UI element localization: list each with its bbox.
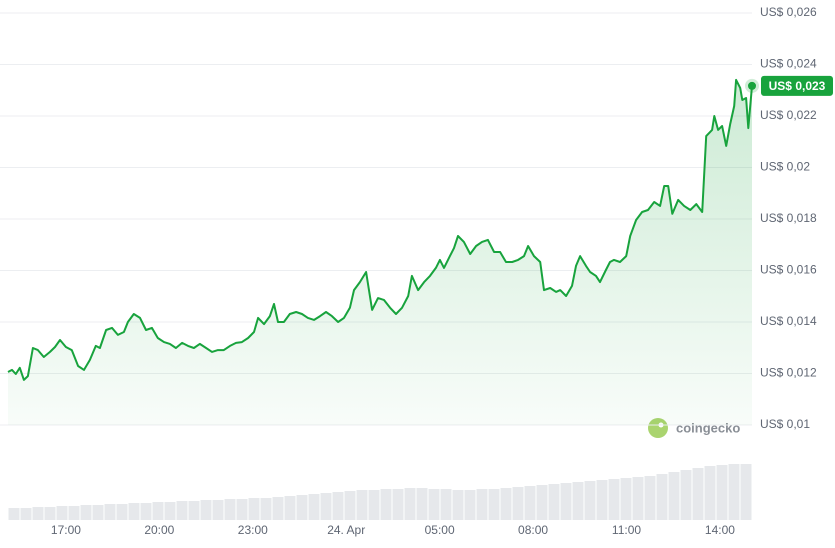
volume-bar [32, 507, 44, 520]
x-tick-label: 20:00 [144, 523, 174, 537]
volume-bar [284, 496, 296, 520]
volume-bar [344, 491, 356, 520]
volume-bar [140, 503, 152, 520]
volume-bar [692, 468, 704, 520]
volume-bar [476, 489, 488, 520]
y-tick-label: US$ 0,022 [760, 108, 817, 122]
volume-bar [332, 492, 344, 520]
last-price-label: US$ 0,023 [769, 79, 826, 93]
x-tick-label: 08:00 [518, 523, 548, 537]
y-tick-label: US$ 0,018 [760, 211, 817, 225]
volume-bar [452, 490, 464, 520]
volume-bar [8, 508, 20, 520]
volume-bar [164, 502, 176, 520]
volume-bar [488, 489, 500, 520]
volume-bar [632, 477, 644, 520]
volume-bar [716, 465, 728, 520]
volume-bar [644, 476, 656, 520]
volume-bar [500, 488, 512, 520]
y-tick-label: US$ 0,012 [760, 366, 817, 380]
volume-bar [536, 485, 548, 520]
volume-bar [380, 489, 392, 520]
price-area [8, 79, 752, 426]
volume-bar [68, 506, 80, 520]
volume-bar [440, 489, 452, 520]
volume-bar [392, 489, 404, 520]
x-tick-label: 17:00 [51, 523, 81, 537]
volume-bar [548, 484, 560, 520]
volume-bar [680, 470, 692, 520]
volume-bar [152, 502, 164, 520]
volume-bar [428, 489, 440, 520]
volume-bar [404, 488, 416, 520]
volume-bar [464, 490, 476, 520]
volume-bar [104, 504, 116, 520]
x-tick-label: 23:00 [238, 523, 268, 537]
volume-bar [80, 505, 92, 520]
volume-bar [512, 487, 524, 520]
volume-bar [608, 479, 620, 520]
y-tick-label: US$ 0,026 [760, 5, 817, 19]
volume-bar [212, 500, 224, 520]
y-tick-label: US$ 0,02 [760, 160, 810, 174]
volume-bar [176, 501, 188, 520]
volume-bar [188, 501, 200, 520]
volume-bar [260, 498, 272, 520]
volume-bar [596, 480, 608, 520]
volume-bar [572, 482, 584, 520]
last-price-badge [761, 75, 833, 96]
volume-bar [740, 464, 752, 520]
volume-bar [668, 472, 680, 520]
price-line [7, 78, 753, 381]
volume-bar [56, 506, 68, 520]
volume-bar [92, 505, 104, 520]
volume-bar [128, 503, 140, 520]
y-tick-label: US$ 0,016 [760, 263, 817, 277]
y-tick-label: US$ 0,024 [760, 57, 817, 71]
y-tick-label: US$ 0,01 [760, 417, 810, 431]
y-tick-label: US$ 0,014 [760, 314, 817, 328]
volume-bar [524, 486, 536, 520]
x-tick-label: 24. Apr [327, 523, 365, 537]
volume-bar [620, 478, 632, 520]
volume-bar [308, 494, 320, 520]
volume-bar [248, 498, 260, 520]
volume-bar [704, 466, 716, 520]
volume-bar [656, 474, 668, 520]
volume-bar [728, 464, 740, 520]
volume-bar [20, 508, 32, 520]
last-price-dot [748, 81, 756, 90]
volume-bar [320, 493, 332, 520]
volume-bar [44, 507, 56, 520]
volume-bar [416, 488, 428, 520]
volume-bar [200, 500, 212, 520]
volume-bar [368, 490, 380, 520]
volume-bar [224, 499, 236, 520]
volume-bar [356, 490, 368, 520]
x-tick-label: 14:00 [705, 523, 735, 537]
volume-bar [236, 499, 248, 520]
x-tick-label: 11:00 [612, 523, 641, 537]
volume-bar [272, 497, 284, 520]
volume-bar [116, 504, 128, 520]
volume-bar [560, 483, 572, 520]
volume-bar [584, 481, 596, 520]
volume-bar [296, 495, 308, 520]
x-tick-label: 05:00 [425, 523, 455, 537]
